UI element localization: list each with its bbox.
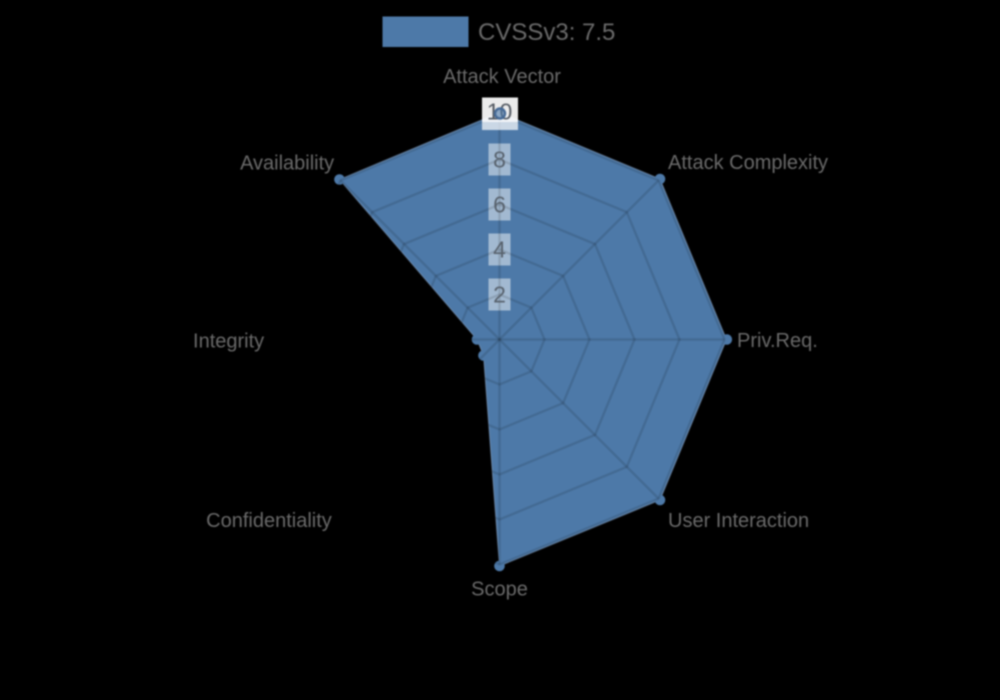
svg-text:2: 2 (493, 282, 506, 308)
svg-text:Priv.Req.: Priv.Req. (737, 330, 818, 352)
svg-text:Integrity: Integrity (193, 331, 264, 353)
svg-text:Scope: Scope (471, 579, 528, 601)
svg-text:CVSSv3: 7.5: CVSSv3: 7.5 (478, 19, 615, 46)
svg-text:User Interaction: User Interaction (668, 510, 809, 532)
svg-text:Attack Complexity: Attack Complexity (668, 152, 828, 174)
svg-text:4: 4 (493, 237, 506, 263)
svg-text:8: 8 (493, 147, 506, 173)
svg-text:Confidentiality: Confidentiality (206, 510, 332, 532)
svg-text:6: 6 (493, 192, 506, 218)
svg-text:Attack Vector: Attack Vector (443, 66, 561, 88)
svg-text:Availability: Availability (240, 153, 334, 175)
